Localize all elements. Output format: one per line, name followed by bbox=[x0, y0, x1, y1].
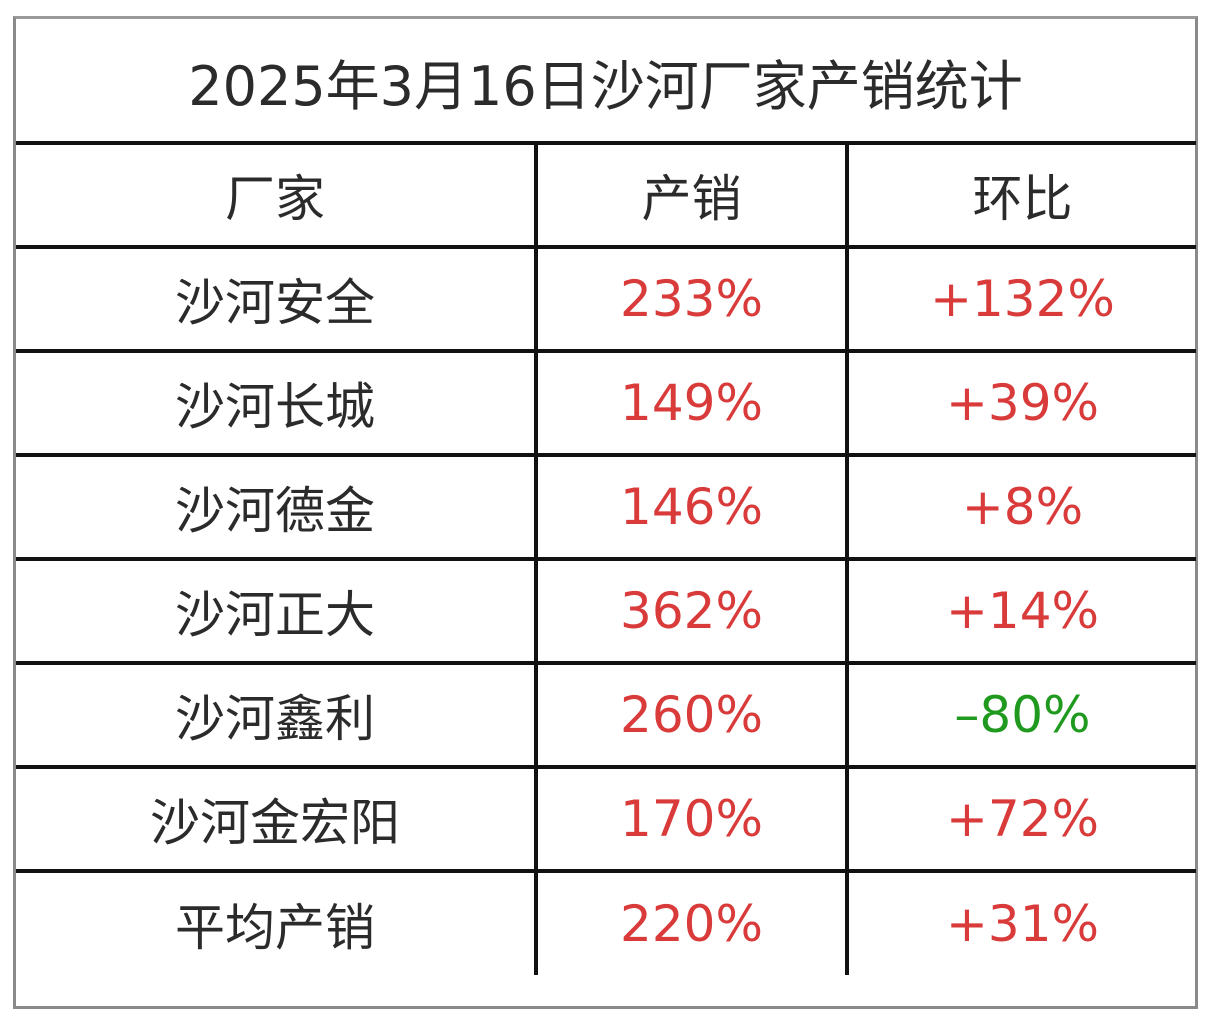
production-sales-cell: 233% bbox=[534, 245, 849, 353]
change-cell: –80% bbox=[845, 661, 1196, 769]
factory-cell: 沙河长城 bbox=[16, 349, 538, 457]
production-sales-cell: 260% bbox=[534, 661, 849, 769]
stats-table-card: 2025年3月16日沙河厂家产销统计 厂家 产销 环比 沙河安全 233% +132… bbox=[13, 16, 1198, 1009]
table-row: 平均产销 220% +31% bbox=[16, 869, 1196, 975]
factory-cell: 沙河正大 bbox=[16, 557, 538, 665]
table-body: 沙河安全 233% +132% 沙河长城 149% +39% 沙河德金 146% +8% 沙河正大… bbox=[16, 245, 1196, 975]
table-row: 沙河鑫利 260% –80% bbox=[16, 661, 1196, 769]
table-row: 沙河德金 146% +8% bbox=[16, 453, 1196, 561]
production-sales-cell: 220% bbox=[534, 869, 849, 975]
production-sales-cell: 149% bbox=[534, 349, 849, 457]
table-row: 沙河金宏阳 170% +72% bbox=[16, 765, 1196, 873]
change-cell: +8% bbox=[845, 453, 1196, 561]
page-title: 2025年3月16日沙河厂家产销统计 bbox=[188, 54, 1023, 118]
table-row: 沙河安全 233% +132% bbox=[16, 245, 1196, 353]
change-cell: +72% bbox=[845, 765, 1196, 873]
change-cell: +14% bbox=[845, 557, 1196, 665]
stats-table: 厂家 产销 环比 沙河安全 233% +132% 沙河长城 149% +39% 沙河德金 14… bbox=[16, 141, 1196, 975]
table-row: 沙河正大 362% +14% bbox=[16, 557, 1196, 665]
factory-cell: 沙河鑫利 bbox=[16, 661, 538, 769]
column-header-production-sales: 产销 bbox=[534, 141, 849, 249]
change-cell: +39% bbox=[845, 349, 1196, 457]
factory-cell: 沙河德金 bbox=[16, 453, 538, 561]
change-cell: +132% bbox=[845, 245, 1196, 353]
factory-cell: 沙河安全 bbox=[16, 245, 538, 353]
production-sales-cell: 146% bbox=[534, 453, 849, 561]
factory-cell: 沙河金宏阳 bbox=[16, 765, 538, 873]
production-sales-cell: 362% bbox=[534, 557, 849, 665]
column-header-change: 环比 bbox=[845, 141, 1196, 249]
column-header-factory: 厂家 bbox=[16, 141, 538, 249]
factory-cell: 平均产销 bbox=[16, 869, 538, 975]
table-row: 沙河长城 149% +39% bbox=[16, 349, 1196, 457]
production-sales-cell: 170% bbox=[534, 765, 849, 873]
change-cell: +31% bbox=[845, 869, 1196, 975]
table-header-row: 厂家 产销 环比 bbox=[16, 141, 1196, 249]
